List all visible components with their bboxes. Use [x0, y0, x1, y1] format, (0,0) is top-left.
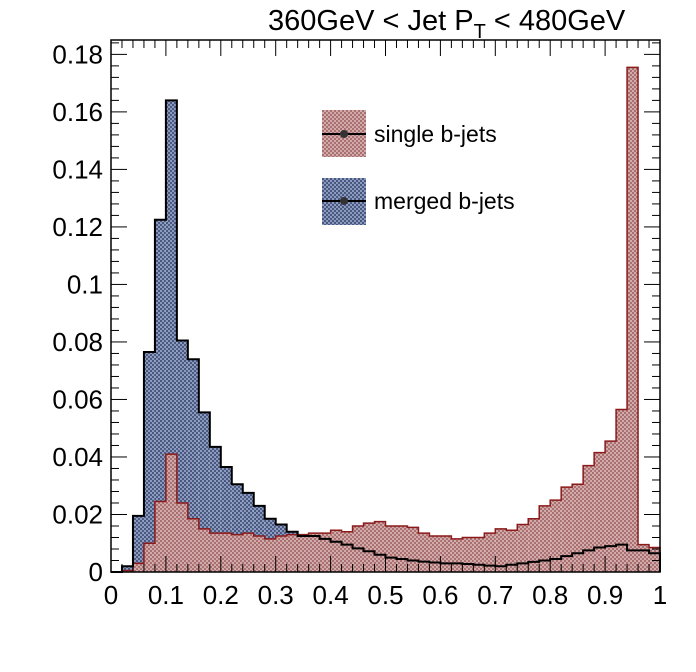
- single-bjets-bar: [143, 543, 155, 572]
- single-bjets-bar: [385, 525, 397, 572]
- single-bjets-bars: [121, 67, 660, 573]
- x-tick-label: 0.6: [422, 580, 458, 610]
- single-bjets-bar: [396, 525, 408, 572]
- legend-label-merged: merged b-jets: [374, 188, 515, 214]
- single-bjets-bar: [638, 544, 650, 572]
- single-bjets-bar: [330, 530, 342, 572]
- x-tick-label: 0.7: [477, 580, 513, 610]
- single-bjets-bar: [231, 534, 243, 572]
- single-bjets-bar: [176, 502, 188, 572]
- y-tick-labels: 0 0.02 0.04 0.06 0.08 0.1 0.12 0.14 0.16 0.18: [52, 39, 103, 587]
- single-bjets-bar: [561, 487, 573, 572]
- x-tick-label: 0.9: [587, 580, 623, 610]
- merged-bjets-bar: [220, 467, 232, 572]
- legend: single b-jets merged b-jets: [322, 110, 515, 225]
- single-bjets-bar: [319, 533, 331, 572]
- y-tick-label: 0.14: [52, 154, 103, 184]
- y-tick-label: 0.04: [52, 442, 103, 472]
- single-bjets-bar: [341, 531, 353, 572]
- single-bjets-bar: [242, 533, 254, 572]
- single-bjets-bar: [132, 563, 144, 572]
- single-bjets-bar: [165, 454, 177, 572]
- single-bjets-bar: [418, 533, 430, 572]
- legend-entry-merged: merged b-jets: [322, 178, 515, 225]
- y-tick-label: 0.08: [52, 327, 103, 357]
- single-bjets-bar: [605, 441, 617, 572]
- single-bjets-bar: [473, 537, 485, 572]
- legend-marker-single: [340, 130, 348, 138]
- single-bjets-bar: [440, 536, 452, 572]
- legend-entry-single: single b-jets: [322, 110, 497, 157]
- single-bjets-bar: [572, 484, 584, 572]
- single-bjets-bar: [297, 534, 309, 572]
- title-tail: < 480GeV: [486, 5, 626, 37]
- merged-bjets-bar: [132, 515, 144, 572]
- y-tick-label: 0.16: [52, 97, 103, 127]
- y-tick-label: 0: [89, 557, 103, 587]
- single-bjets-bar: [363, 523, 375, 572]
- single-bjets-bar: [495, 528, 507, 572]
- single-bjets-bar: [374, 521, 386, 572]
- single-bjets-bar: [484, 533, 496, 572]
- merged-bjets-bar: [121, 566, 133, 572]
- x-tick-label: 0.4: [313, 580, 349, 610]
- x-tick-label: 1: [653, 580, 667, 610]
- chart-title: 360GeV < Jet PT < 480GeV: [268, 5, 626, 43]
- y-tick-label: 0.06: [52, 384, 103, 414]
- merged-bjets-bar: [154, 219, 166, 572]
- single-bjets-bar: [539, 505, 551, 572]
- legend-label-single: single b-jets: [374, 121, 497, 147]
- merged-bjets-bar: [198, 412, 210, 572]
- single-bjets-bar: [528, 518, 540, 572]
- single-bjets-bar: [154, 501, 166, 572]
- title-subscript: T: [474, 21, 486, 43]
- x-tick-label: 0.5: [367, 580, 403, 610]
- x-tick-label: 0.3: [258, 580, 294, 610]
- single-bjets-bar: [275, 536, 287, 572]
- y-tick-label: 0.12: [52, 212, 103, 242]
- single-bjets-bar: [451, 538, 463, 572]
- single-bjets-bar: [627, 67, 639, 573]
- merged-bjets-bar: [187, 359, 199, 572]
- single-bjets-bar: [286, 534, 298, 572]
- single-bjets-bar: [616, 409, 628, 572]
- merged-bjets-bar: [165, 100, 177, 572]
- single-bjets-bar: [550, 500, 562, 572]
- merged-bjets-bar: [231, 484, 243, 572]
- x-tick-label: 0.1: [148, 580, 184, 610]
- x-tick-labels: 0 0.1 0.2 0.3 0.4 0.5 0.6 0.7 0.8 0.9 1: [104, 580, 667, 610]
- single-bjets-bar: [253, 536, 265, 572]
- axes: [110, 39, 661, 573]
- title-main: 360GeV < Jet P: [268, 5, 474, 37]
- legend-marker-merged: [340, 197, 348, 205]
- single-bjets-bar: [209, 533, 221, 572]
- y-tick-label: 0.18: [52, 39, 103, 69]
- single-bjets-bar: [187, 518, 199, 572]
- single-bjets-bar: [517, 524, 529, 572]
- y-tick-label: 0.1: [67, 269, 103, 299]
- single-bjets-bar: [462, 537, 474, 572]
- x-tick-label: 0: [104, 580, 118, 610]
- single-bjets-bar: [308, 533, 320, 572]
- single-bjets-outline: [111, 66, 661, 573]
- y-tick-label: 0.02: [52, 499, 103, 529]
- single-bjets-bar: [220, 533, 232, 572]
- single-bjets-bar: [583, 465, 595, 572]
- merged-bjets-bar: [143, 352, 155, 572]
- single-bjets-bar: [594, 452, 606, 572]
- merged-bjets-bar: [209, 446, 221, 572]
- single-bjets-bar: [649, 547, 660, 572]
- x-tick-label: 0.2: [203, 580, 239, 610]
- single-bjets-bar: [198, 528, 210, 572]
- single-bjets-bar: [407, 527, 419, 572]
- single-bjets-bar: [506, 530, 518, 572]
- single-bjets-bar: [264, 538, 276, 572]
- single-bjets-bar: [429, 536, 441, 572]
- x-tick-label: 0.8: [532, 580, 568, 610]
- merged-bjets-bar: [176, 340, 188, 572]
